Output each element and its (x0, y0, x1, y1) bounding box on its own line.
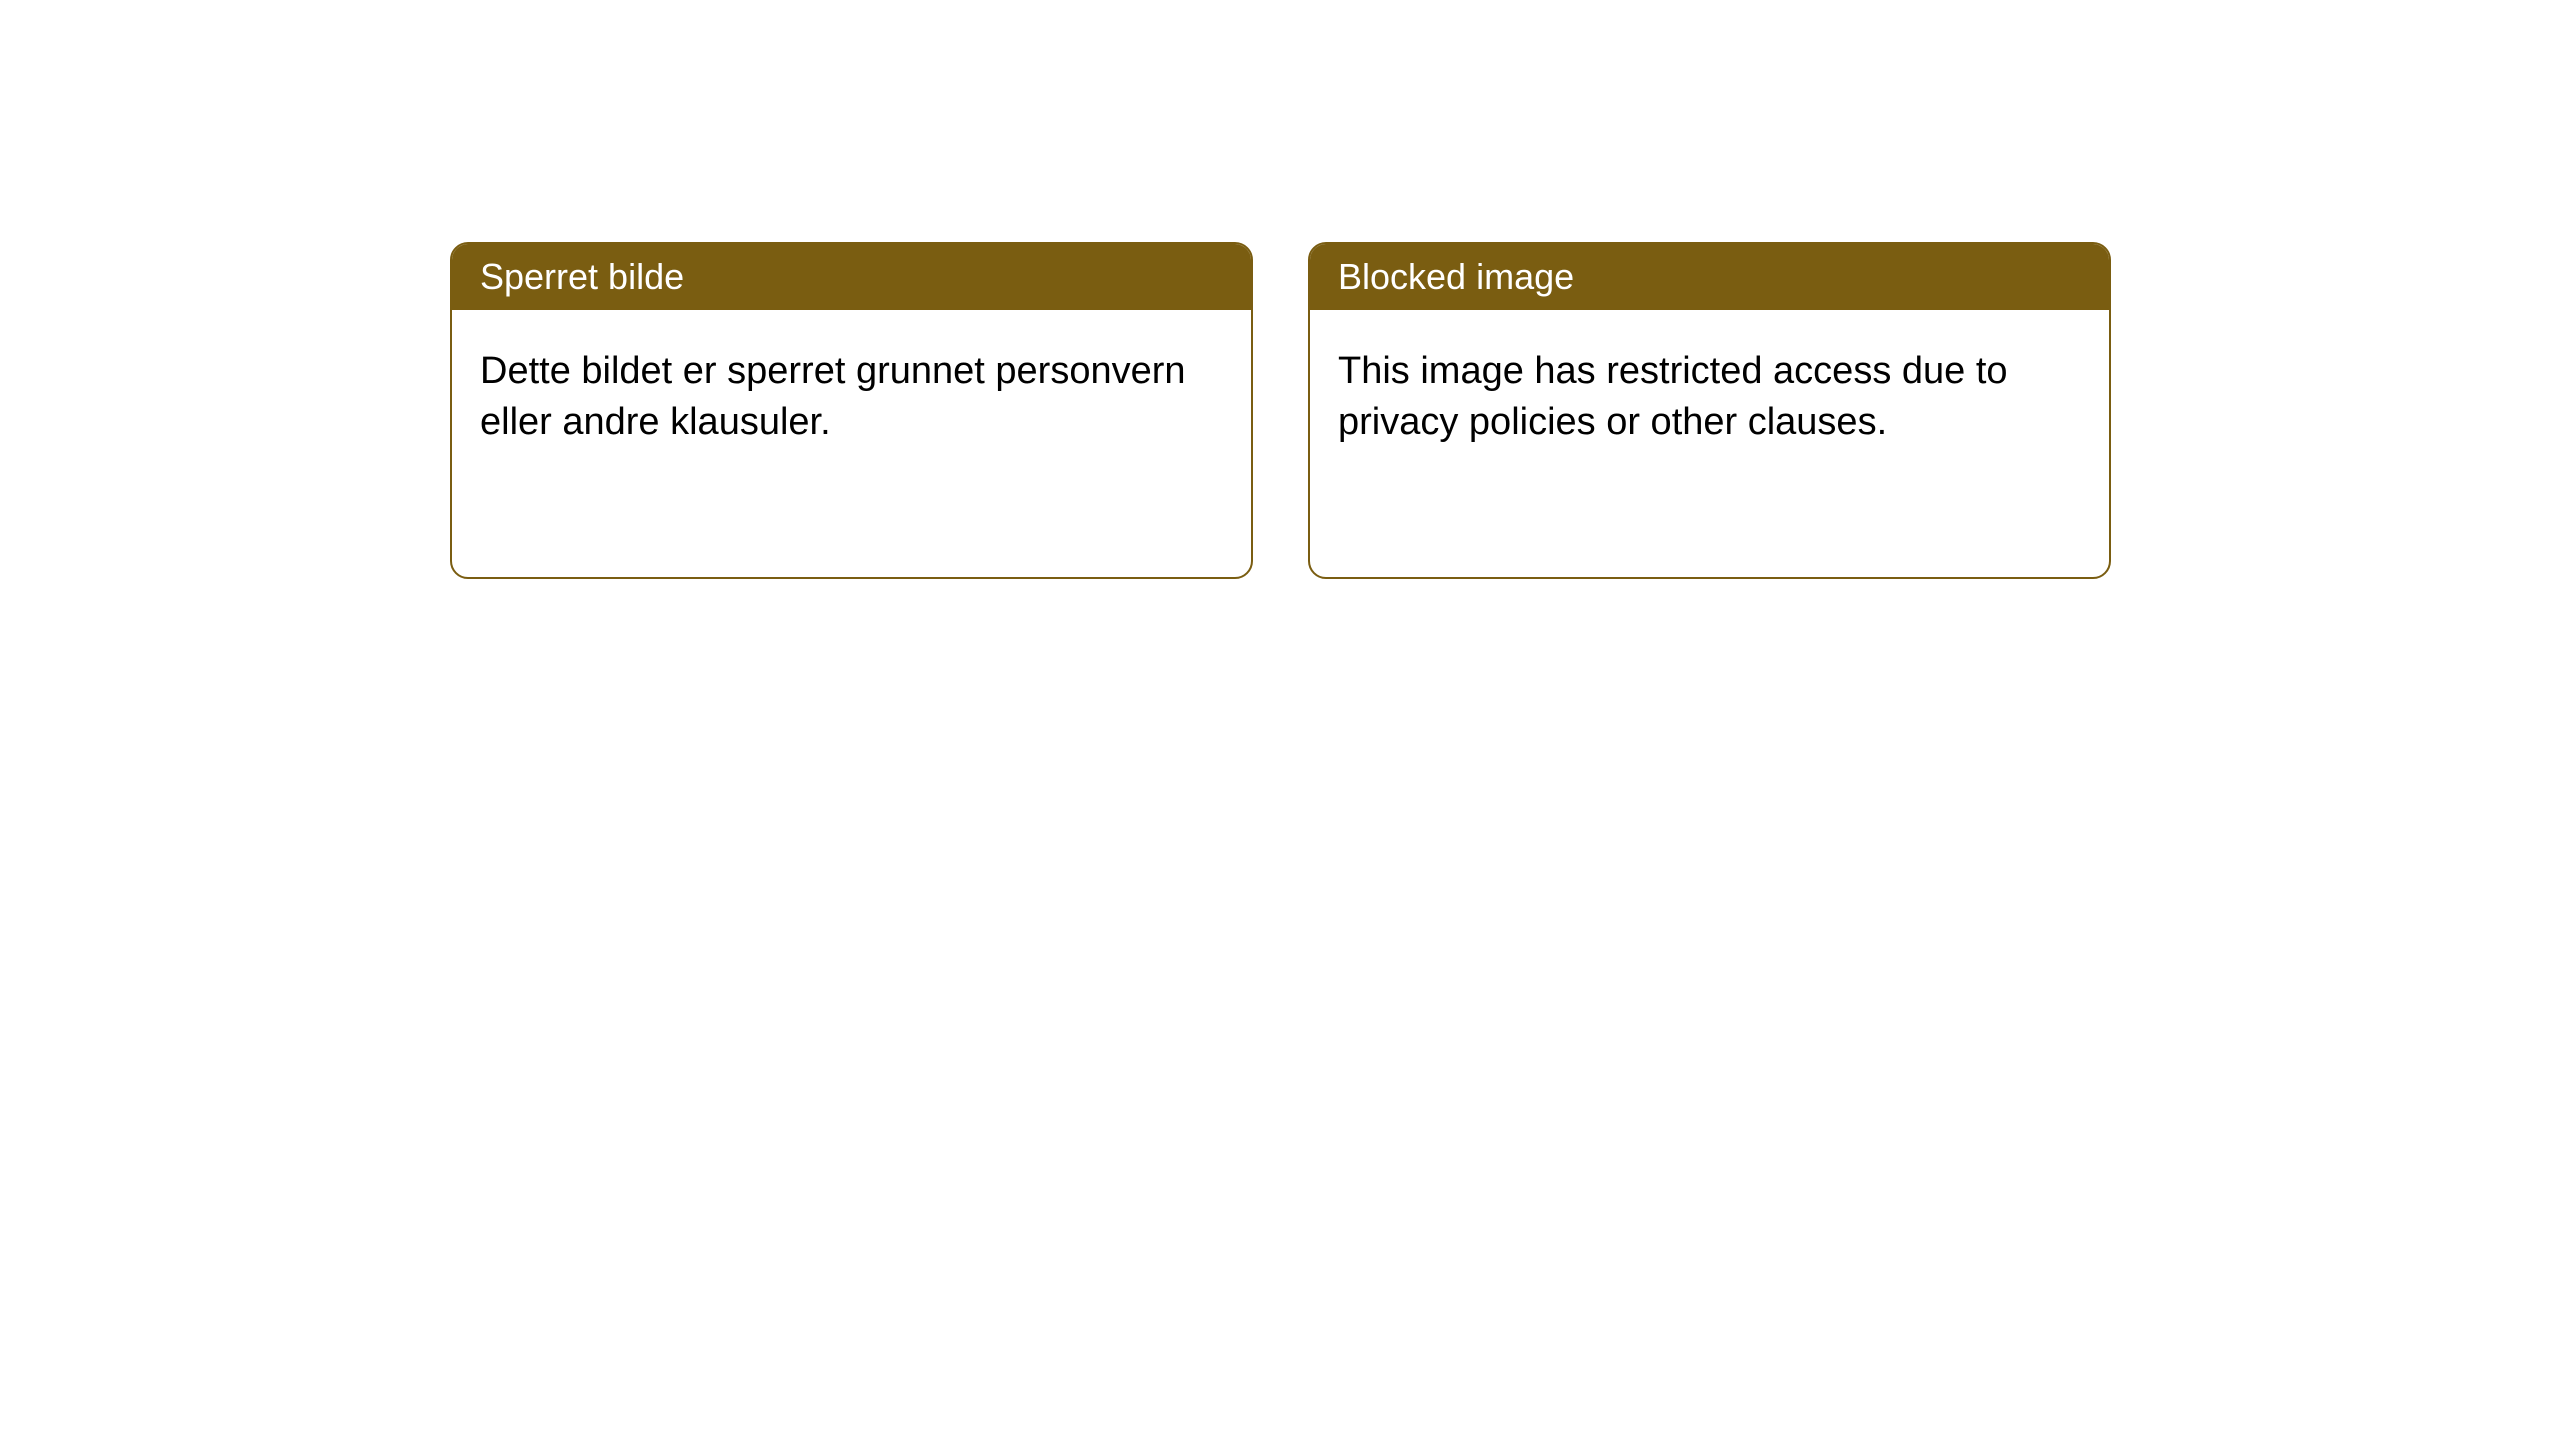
blocked-image-card-en: Blocked image This image has restricted … (1308, 242, 2111, 579)
card-header: Blocked image (1310, 244, 2109, 310)
card-message: This image has restricted access due to … (1338, 350, 2008, 443)
card-body: Dette bildet er sperret grunnet personve… (452, 310, 1251, 485)
card-title: Blocked image (1338, 256, 1574, 297)
blocked-image-card-no: Sperret bilde Dette bildet er sperret gr… (450, 242, 1253, 579)
card-title: Sperret bilde (480, 256, 684, 297)
card-header: Sperret bilde (452, 244, 1251, 310)
card-message: Dette bildet er sperret grunnet personve… (480, 350, 1186, 443)
card-body: This image has restricted access due to … (1310, 310, 2109, 485)
blocked-image-cards: Sperret bilde Dette bildet er sperret gr… (450, 242, 2111, 579)
